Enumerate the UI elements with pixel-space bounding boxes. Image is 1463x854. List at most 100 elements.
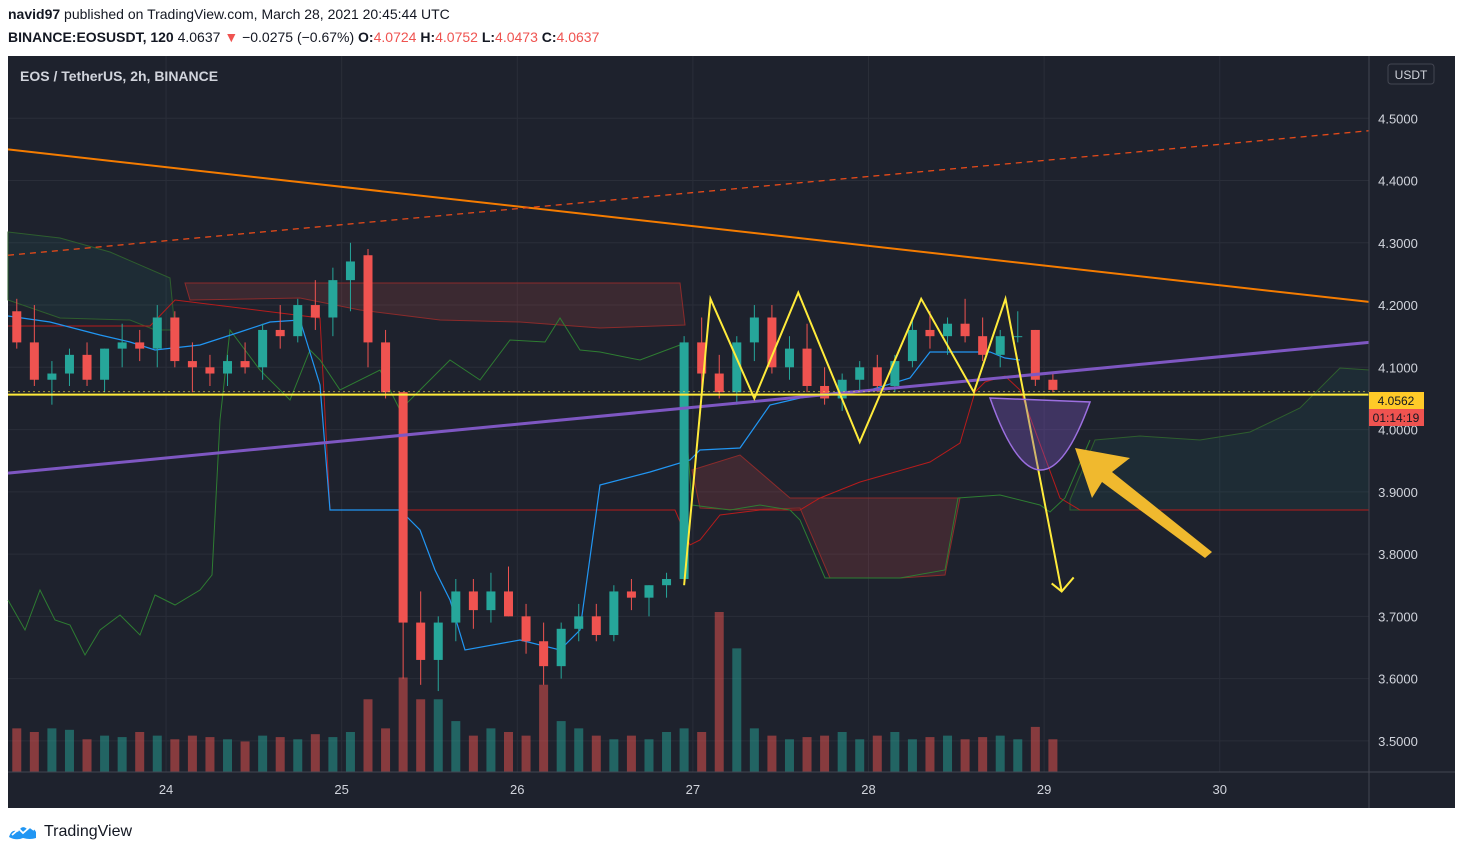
candle-body [609, 591, 619, 636]
volume-bar [293, 739, 303, 772]
candle-body [135, 342, 145, 349]
volume-bar [1013, 739, 1023, 772]
footer-brand[interactable]: TradingView [8, 822, 132, 842]
volume-bar [978, 737, 988, 772]
support-trendline [7, 340, 1370, 475]
candle-body [205, 367, 215, 374]
x-tick-label: 25 [334, 782, 348, 797]
curved-bowl-shape [988, 397, 1092, 471]
volume-bar [574, 728, 584, 772]
x-tick-label: 28 [861, 782, 875, 797]
zigzag-pattern [683, 289, 1063, 592]
candle-body [556, 628, 566, 667]
volume-bar [697, 732, 707, 772]
volume-bar [135, 732, 145, 772]
candle-body [521, 616, 531, 642]
y-tick-label: 4.1000 [1378, 360, 1418, 375]
volume-bar [310, 734, 320, 772]
volume-bar [960, 739, 970, 772]
volume-bar [152, 735, 162, 772]
candle-body [943, 323, 953, 337]
symbol-line: BINANCE:EOSUSDT, 120 4.0637 ▼ −0.0275 (−… [8, 29, 599, 45]
candle-body [662, 578, 672, 586]
candle-body [328, 280, 338, 318]
author-name[interactable]: navid97 [8, 6, 61, 22]
price-label: 4.0562 [1378, 394, 1415, 408]
volume-bar [1048, 739, 1058, 772]
volume-bar [258, 735, 268, 772]
volume-bar [907, 739, 917, 772]
publisher-line: navid97 published on TradingView.com, Ma… [8, 6, 450, 22]
volume-bar [820, 735, 830, 772]
volume-bar [714, 612, 724, 772]
candle-body [100, 348, 110, 380]
candle-body [486, 591, 496, 611]
y-tick-label: 3.9000 [1378, 485, 1418, 500]
candle-body [767, 317, 777, 368]
candle-body [820, 385, 830, 399]
tradingview-logo-icon [9, 825, 36, 840]
volume-bar [205, 737, 215, 772]
volume-bar [345, 732, 355, 772]
countdown-box [1369, 409, 1424, 426]
volume-bar [591, 735, 601, 772]
price-change: −0.0275 (−0.67%) [242, 29, 355, 45]
volume-bar [732, 648, 742, 772]
open-label: O: [358, 29, 374, 45]
currency-badge: USDT [1395, 68, 1428, 82]
candle-body [626, 591, 636, 598]
candle-body [503, 591, 513, 617]
candle-body [310, 305, 320, 318]
dashed-trendline [7, 130, 1370, 256]
candle-body [363, 255, 373, 343]
y-tick-label: 3.5000 [1378, 734, 1418, 749]
volume-bar [328, 737, 338, 772]
candle-body [732, 342, 742, 393]
low-value: 4.0473 [495, 29, 538, 45]
candle-body [890, 361, 900, 386]
volume-bar [855, 739, 865, 772]
candle-body [240, 361, 250, 368]
high-value: 4.0752 [435, 29, 478, 45]
candle-body [29, 342, 39, 380]
high-label: H: [420, 29, 436, 45]
volume-bar [626, 735, 636, 772]
volume-bar [240, 741, 250, 772]
y-tick-label: 4.3000 [1378, 236, 1418, 251]
currency-badge-box[interactable] [1387, 63, 1435, 85]
candle-body [258, 329, 268, 368]
volume-bar [64, 729, 74, 772]
candle-body [960, 323, 970, 337]
candle-body [872, 367, 882, 386]
volume-bar [29, 732, 39, 772]
candle-body [170, 317, 180, 362]
volume-bar [802, 737, 812, 772]
y-tick-label: 4.4000 [1378, 174, 1418, 189]
volume-bar [100, 735, 110, 772]
open-value: 4.0724 [373, 29, 417, 45]
volume-bar [995, 735, 1005, 772]
price-axis[interactable]: 4.5000 4.4000 4.3000 4.2000 4.1000 4.0000 3.90… [1368, 56, 1418, 808]
candle-body [275, 329, 285, 337]
volume-bar [451, 721, 461, 772]
candle-body [784, 348, 794, 368]
candle-body [644, 585, 654, 598]
candlesticks [12, 242, 1058, 692]
candle-body [802, 348, 812, 386]
volume-bar [468, 735, 478, 772]
y-tick-label: 4.0000 [1378, 423, 1418, 438]
x-tick-label: 27 [686, 782, 700, 797]
candle-body [64, 354, 74, 374]
volume-bar [47, 728, 57, 772]
volume-bar [398, 677, 408, 772]
time-axis[interactable]: 24 25 26 27 28 29 30 [8, 771, 1455, 797]
volume-bar [749, 728, 759, 772]
candle-body [12, 311, 22, 343]
price-label-box [1369, 392, 1424, 409]
candle-body [1013, 336, 1023, 338]
close-value: 4.0637 [556, 29, 600, 45]
volume-bar [556, 721, 566, 772]
volume-bar [503, 732, 513, 772]
volume-bar [170, 739, 180, 772]
